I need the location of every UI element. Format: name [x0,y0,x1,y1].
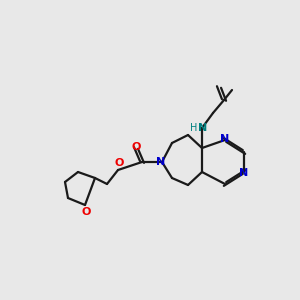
Text: O: O [131,142,141,152]
Text: N: N [156,157,166,167]
Text: H: H [190,123,198,133]
Text: O: O [114,158,124,168]
Text: N: N [198,123,208,133]
Text: N: N [220,134,230,144]
Text: O: O [81,207,91,217]
Text: N: N [239,168,249,178]
